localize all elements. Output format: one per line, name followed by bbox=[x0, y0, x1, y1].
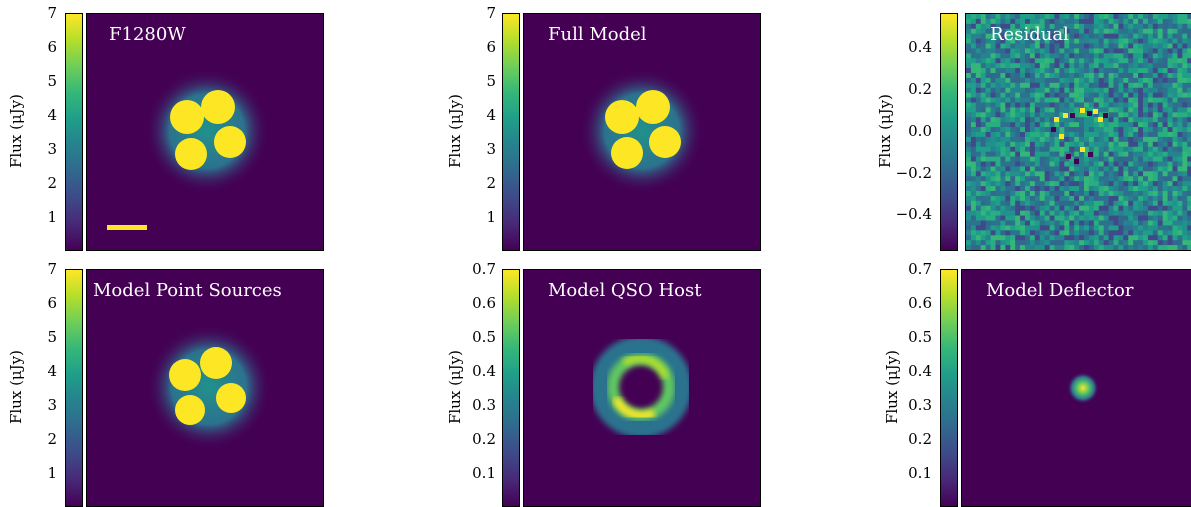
image-deflector bbox=[962, 270, 1191, 506]
image-einstein-ring bbox=[524, 270, 760, 506]
image-panel: Residual bbox=[965, 13, 1191, 251]
tick-label: 6 bbox=[47, 294, 57, 312]
image-panel: Model Point Sources bbox=[86, 269, 324, 507]
tick-label: 0.0 bbox=[908, 122, 932, 140]
colorbar bbox=[65, 269, 83, 507]
tick-label: 1 bbox=[486, 208, 496, 226]
tick-label: 0.1 bbox=[908, 464, 932, 482]
panel-title: F1280W bbox=[109, 24, 186, 45]
tick-label: 0.4 bbox=[908, 362, 932, 380]
scale-bar bbox=[107, 225, 147, 230]
panel-title: Full Model bbox=[548, 24, 647, 45]
tick-label: 2 bbox=[47, 174, 57, 192]
tick-label: 4 bbox=[486, 106, 496, 124]
tick-label: 4 bbox=[47, 362, 57, 380]
image-quad-sources bbox=[87, 270, 323, 506]
tick-label: 0.1 bbox=[472, 464, 496, 482]
tick-label: 1 bbox=[47, 464, 57, 482]
panel-title: Model Deflector bbox=[986, 280, 1134, 301]
tick-label: 3 bbox=[47, 140, 57, 158]
tick-label: 6 bbox=[486, 38, 496, 56]
image-panel: Model Deflector bbox=[961, 269, 1191, 507]
tick-label: 0.6 bbox=[908, 294, 932, 312]
tick-label: −0.4 bbox=[895, 205, 932, 223]
residual-noise-map bbox=[966, 14, 1191, 250]
image-panel: F1280W bbox=[86, 13, 324, 251]
tick-label: 6 bbox=[47, 38, 57, 56]
tick-label: 1 bbox=[47, 208, 57, 226]
tick-label: 5 bbox=[47, 72, 57, 90]
tick-label: 7 bbox=[47, 260, 57, 278]
tick-label: 0.7 bbox=[908, 260, 932, 278]
tick-label: 5 bbox=[47, 328, 57, 346]
image-panel: Full Model bbox=[523, 13, 761, 251]
image-panel: Model QSO Host bbox=[523, 269, 761, 507]
tick-label: 0.5 bbox=[908, 328, 932, 346]
tick-label: 2 bbox=[47, 430, 57, 448]
colorbar bbox=[65, 13, 83, 251]
tick-label: 0.4 bbox=[472, 362, 496, 380]
colorbar bbox=[940, 269, 958, 507]
tick-label: 7 bbox=[47, 4, 57, 22]
colorbar bbox=[940, 13, 958, 251]
tick-label: 0.4 bbox=[908, 38, 932, 56]
tick-label: 4 bbox=[47, 106, 57, 124]
tick-label: 0.2 bbox=[908, 80, 932, 98]
image-quad-sources bbox=[524, 14, 760, 250]
colorbar bbox=[502, 269, 520, 507]
tick-label: 3 bbox=[47, 396, 57, 414]
tick-label: 2 bbox=[486, 174, 496, 192]
image-quad-sources bbox=[87, 14, 323, 250]
tick-label: 0.5 bbox=[472, 328, 496, 346]
tick-label: 0.2 bbox=[472, 430, 496, 448]
panel-title: Residual bbox=[990, 24, 1069, 45]
tick-label: 5 bbox=[486, 72, 496, 90]
tick-label: 0.7 bbox=[472, 260, 496, 278]
tick-label: 7 bbox=[486, 4, 496, 22]
tick-label: 3 bbox=[486, 140, 496, 158]
panel-title: Model QSO Host bbox=[548, 280, 702, 301]
panel-title: Model Point Sources bbox=[93, 280, 282, 301]
tick-label: 0.3 bbox=[472, 396, 496, 414]
colorbar bbox=[502, 13, 520, 251]
tick-label: 0.2 bbox=[908, 430, 932, 448]
tick-label: 0.6 bbox=[472, 294, 496, 312]
tick-label: 0.3 bbox=[908, 396, 932, 414]
tick-label: −0.2 bbox=[895, 164, 932, 182]
